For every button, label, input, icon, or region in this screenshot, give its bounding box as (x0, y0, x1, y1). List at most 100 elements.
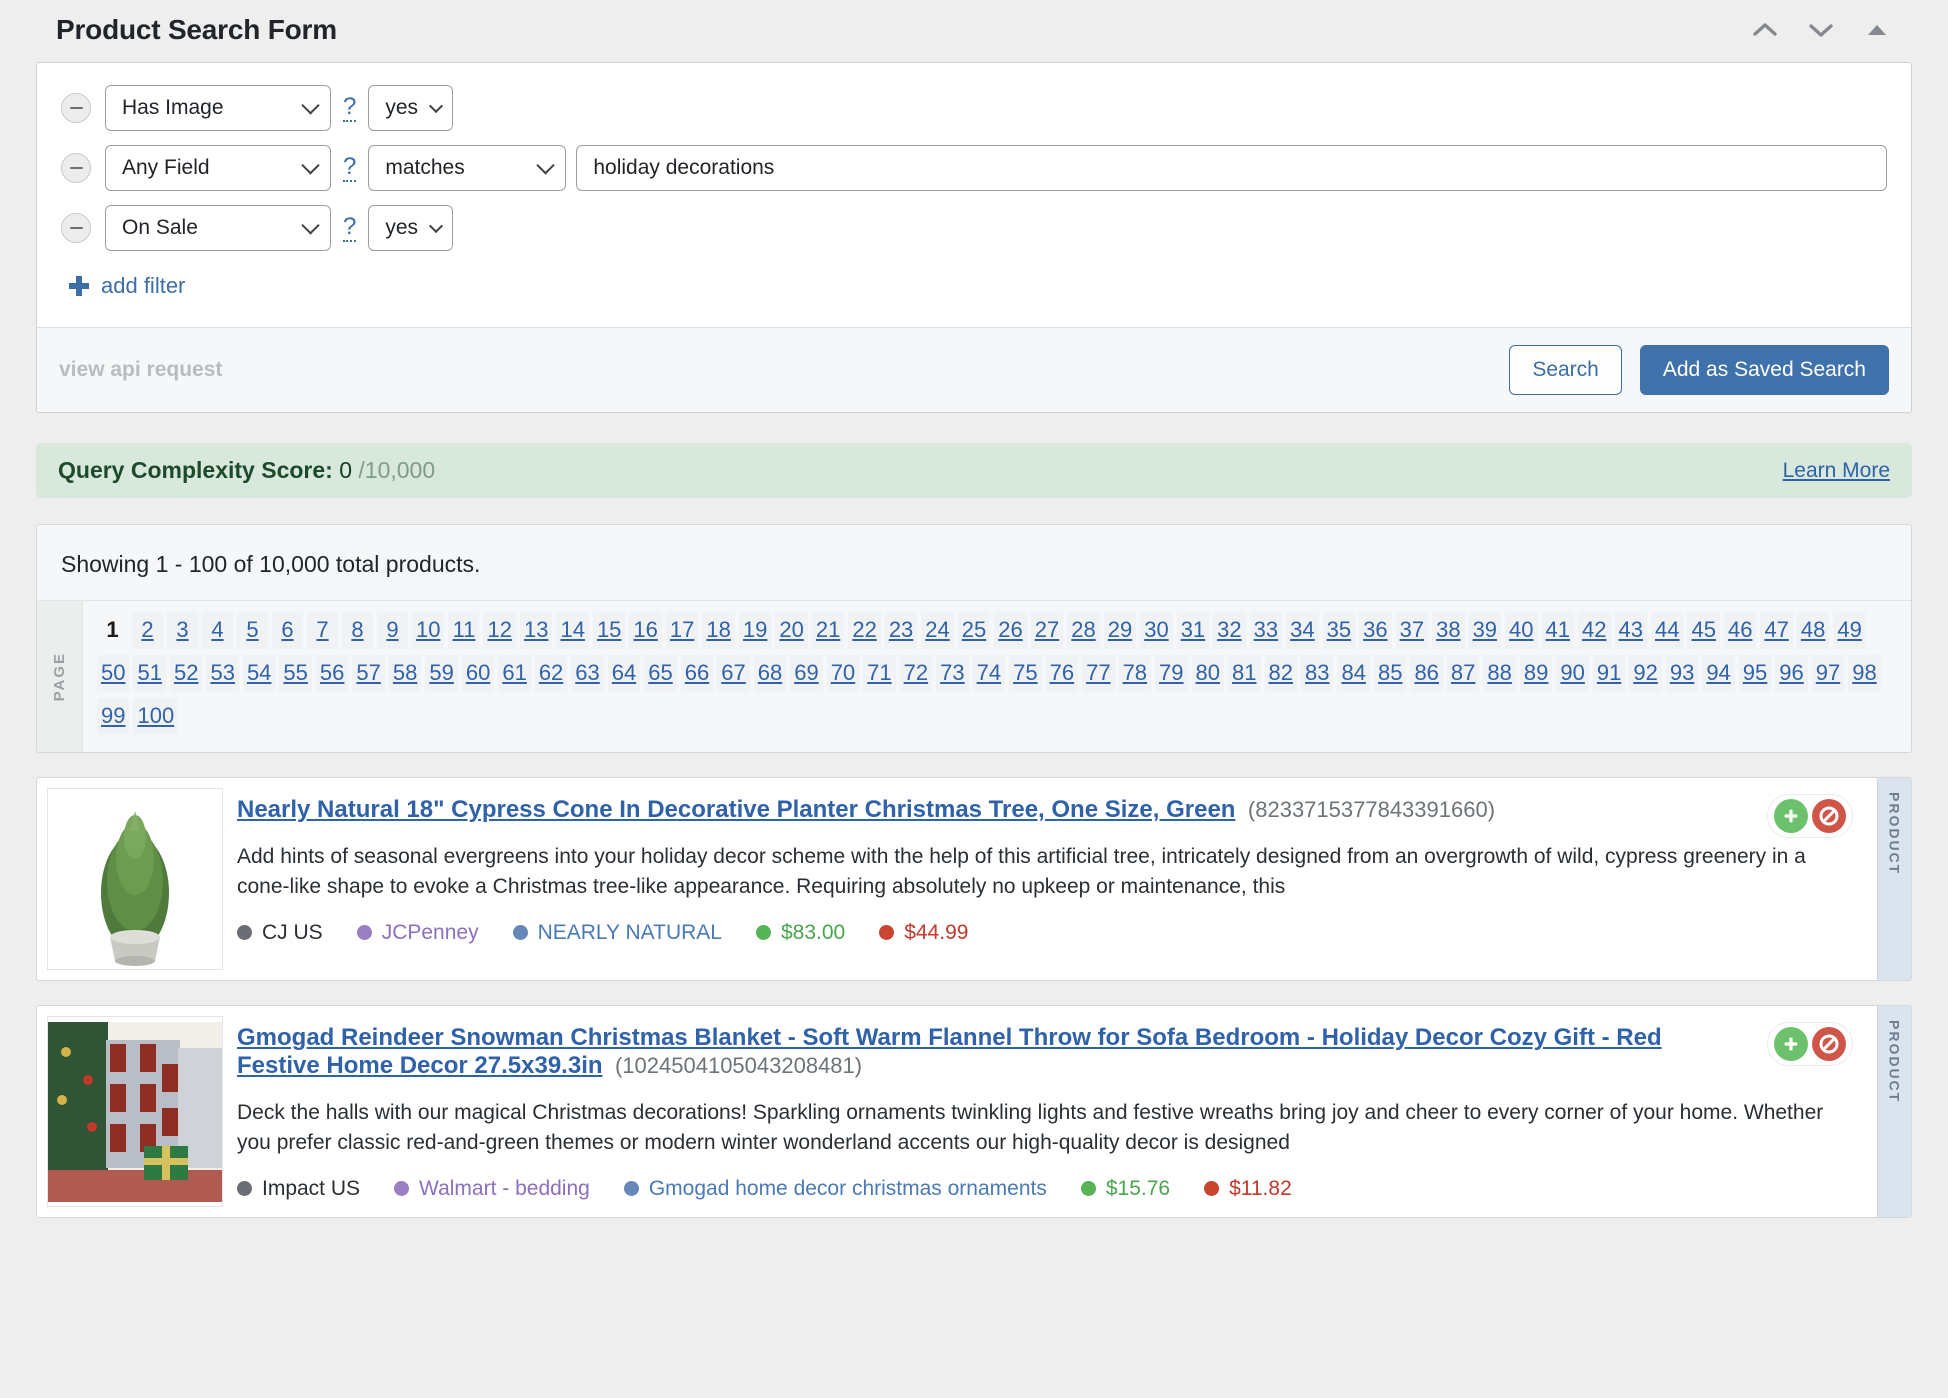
pagination-page-22[interactable]: 22 (848, 612, 881, 650)
pagination-page-72[interactable]: 72 (899, 655, 933, 693)
pagination-page-59[interactable]: 59 (425, 655, 458, 693)
pagination-page-78[interactable]: 78 (1118, 655, 1152, 693)
filter-help-link[interactable]: ? (343, 212, 357, 242)
pagination-page-39[interactable]: 39 (1468, 612, 1502, 650)
pagination-page-56[interactable]: 56 (315, 655, 349, 693)
pagination-page-31[interactable]: 31 (1176, 612, 1210, 650)
pagination-page-8[interactable]: 8 (342, 612, 373, 650)
pagination-page-89[interactable]: 89 (1519, 655, 1553, 693)
pagination-page-2[interactable]: 2 (132, 612, 163, 650)
pagination-page-11[interactable]: 11 (448, 612, 480, 650)
filter-field-select[interactable]: Has Image (105, 85, 331, 131)
pagination-page-27[interactable]: 27 (1030, 612, 1064, 650)
filter-operator-select[interactable]: yes (368, 85, 454, 131)
pagination-page-21[interactable]: 21 (811, 612, 845, 650)
exclude-product-icon[interactable] (1812, 799, 1846, 834)
pagination-page-30[interactable]: 30 (1140, 612, 1173, 650)
add-product-icon[interactable] (1774, 1027, 1808, 1062)
collapse-triangle-icon[interactable] (1864, 17, 1890, 43)
pagination-page-9[interactable]: 9 (377, 612, 408, 650)
pagination-page-58[interactable]: 58 (388, 655, 422, 693)
pagination-page-98[interactable]: 98 (1848, 655, 1881, 693)
pagination-page-23[interactable]: 23 (884, 612, 918, 650)
exclude-product-icon[interactable] (1812, 1027, 1846, 1062)
pagination-page-5[interactable]: 5 (237, 612, 268, 650)
pagination-page-60[interactable]: 60 (461, 655, 495, 693)
pagination-page-65[interactable]: 65 (644, 655, 677, 693)
pagination-page-73[interactable]: 73 (936, 655, 969, 693)
pagination-page-46[interactable]: 46 (1723, 612, 1757, 650)
pagination-page-28[interactable]: 28 (1067, 612, 1100, 650)
pagination-page-52[interactable]: 52 (169, 655, 203, 693)
chevron-up-icon[interactable] (1752, 17, 1778, 43)
pagination-page-62[interactable]: 62 (534, 655, 568, 693)
view-api-request-link[interactable]: view api request (59, 358, 223, 382)
pagination-page-26[interactable]: 26 (994, 612, 1027, 650)
add-saved-search-button[interactable]: Add as Saved Search (1639, 345, 1889, 396)
pagination-page-96[interactable]: 96 (1775, 655, 1808, 693)
pagination-page-44[interactable]: 44 (1650, 612, 1684, 650)
add-product-icon[interactable] (1774, 799, 1808, 834)
search-button[interactable]: Search (1509, 345, 1622, 396)
pagination-page-51[interactable]: 51 (133, 655, 166, 693)
pagination-page-80[interactable]: 80 (1191, 655, 1225, 693)
pagination-page-85[interactable]: 85 (1373, 655, 1407, 693)
pagination-page-69[interactable]: 69 (790, 655, 823, 693)
pagination-page-43[interactable]: 43 (1614, 612, 1647, 650)
pagination-page-3[interactable]: 3 (167, 612, 198, 650)
pagination-page-87[interactable]: 87 (1446, 655, 1480, 693)
pagination-page-79[interactable]: 79 (1155, 655, 1188, 693)
pagination-page-54[interactable]: 54 (242, 655, 276, 693)
pagination-page-36[interactable]: 36 (1359, 612, 1392, 650)
pagination-page-88[interactable]: 88 (1483, 655, 1516, 693)
pagination-page-1[interactable]: 1 (106, 617, 119, 643)
pagination-page-71[interactable]: 71 (863, 655, 896, 693)
filter-help-link[interactable]: ? (343, 92, 357, 122)
pagination-page-100[interactable]: 100 (133, 698, 179, 736)
pagination-page-10[interactable]: 10 (412, 612, 445, 650)
pagination-page-34[interactable]: 34 (1286, 612, 1319, 650)
filter-field-select[interactable]: On Sale (105, 205, 331, 251)
pagination-page-67[interactable]: 67 (717, 655, 750, 693)
pagination-page-list[interactable]: 1 2 3 4 5 6 7 8 9 10 11 12 13 14 15 16 17 18 19 20 21 22 23 24 2… (83, 601, 1911, 752)
filter-field-select[interactable]: Any Field (105, 145, 331, 191)
pagination-page-24[interactable]: 24 (921, 612, 954, 650)
remove-filter-button[interactable] (61, 153, 91, 183)
pagination-page-42[interactable]: 42 (1578, 612, 1611, 650)
add-filter-button[interactable]: add filter (61, 265, 185, 317)
pagination-page-92[interactable]: 92 (1629, 655, 1662, 693)
filter-help-link[interactable]: ? (343, 152, 357, 182)
pagination-page-50[interactable]: 50 (97, 655, 130, 693)
pagination-page-47[interactable]: 47 (1760, 612, 1793, 650)
pagination-page-29[interactable]: 29 (1103, 612, 1137, 650)
pagination-page-37[interactable]: 37 (1395, 612, 1429, 650)
pagination-page-35[interactable]: 35 (1322, 612, 1356, 650)
pagination-page-25[interactable]: 25 (957, 612, 991, 650)
pagination-page-83[interactable]: 83 (1300, 655, 1334, 693)
pagination-page-90[interactable]: 90 (1556, 655, 1589, 693)
pagination-page-74[interactable]: 74 (972, 655, 1006, 693)
pagination-page-99[interactable]: 99 (97, 698, 130, 736)
pagination-page-32[interactable]: 32 (1213, 612, 1246, 650)
pagination-page-57[interactable]: 57 (352, 655, 385, 693)
pagination-page-76[interactable]: 76 (1045, 655, 1079, 693)
pagination-page-4[interactable]: 4 (202, 612, 233, 650)
learn-more-link[interactable]: Learn More (1782, 458, 1890, 482)
pagination-page-17[interactable]: 17 (665, 612, 699, 650)
pagination-page-40[interactable]: 40 (1505, 612, 1538, 650)
pagination-page-55[interactable]: 55 (279, 655, 312, 693)
pagination-page-97[interactable]: 97 (1811, 655, 1845, 693)
pagination-page-33[interactable]: 33 (1249, 612, 1283, 650)
product-title-link[interactable]: Gmogad Reindeer Snowman Christmas Blanke… (237, 1024, 1662, 1080)
filter-value-input[interactable] (576, 145, 1887, 191)
pagination-page-16[interactable]: 16 (629, 612, 662, 650)
pagination-page-45[interactable]: 45 (1687, 612, 1720, 650)
pagination-page-70[interactable]: 70 (826, 655, 860, 693)
product-thumbnail-cypress-cone-tree[interactable] (47, 788, 223, 971)
pagination-page-20[interactable]: 20 (775, 612, 808, 650)
pagination-page-64[interactable]: 64 (607, 655, 641, 693)
pagination-page-53[interactable]: 53 (206, 655, 239, 693)
pagination-page-49[interactable]: 49 (1833, 612, 1866, 650)
pagination-page-86[interactable]: 86 (1410, 655, 1443, 693)
pagination-page-6[interactable]: 6 (272, 612, 303, 650)
